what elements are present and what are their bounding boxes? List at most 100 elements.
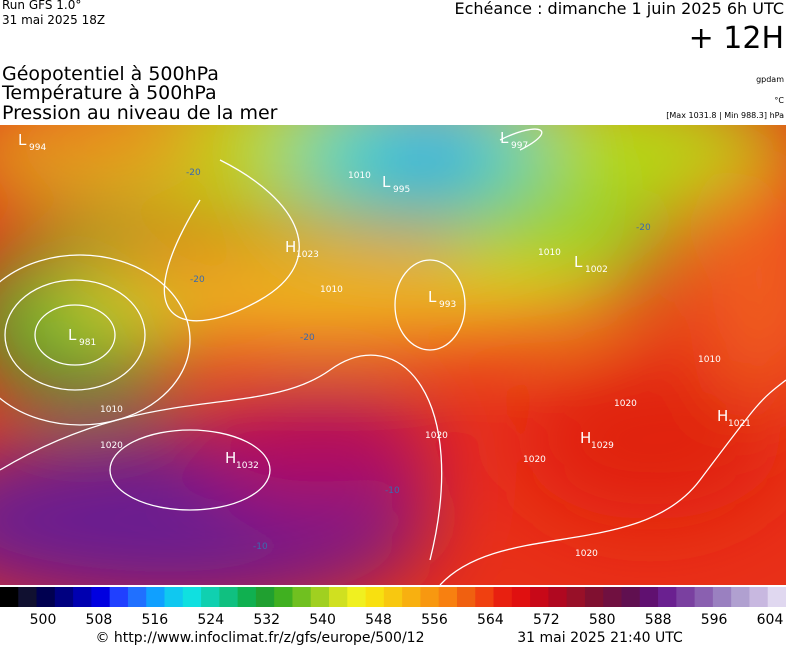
colorbar-tick: 548 — [365, 612, 392, 628]
colorbar-cell — [255, 587, 275, 607]
temp-label: -20 — [636, 223, 651, 233]
center-value: 997 — [511, 141, 528, 151]
isobar-label: 1020 — [523, 455, 546, 465]
title: Géopotentiel à 500hPa — [2, 63, 219, 85]
colorbar-cell — [694, 587, 714, 607]
colorbar-cell — [18, 587, 38, 607]
center-value: 1021 — [728, 419, 751, 429]
colorbar-cell — [237, 587, 257, 607]
center-value: 994 — [29, 143, 46, 153]
colorbar-tick: 500 — [30, 612, 57, 628]
colorbar-cell — [201, 587, 220, 607]
title: Pression au niveau de la mer — [2, 102, 278, 124]
temp-label: -20 — [190, 275, 205, 285]
colorbar-cell — [365, 587, 385, 607]
center-symbol: L — [500, 129, 509, 147]
unit: °C — [774, 96, 784, 105]
colorbar-cell — [584, 587, 604, 607]
colorbar-cell — [603, 587, 622, 607]
isobar-label: 1020 — [575, 549, 598, 559]
colorbar-tick: 556 — [421, 612, 448, 628]
colorbar-cell — [310, 587, 330, 607]
unit: gpdam — [756, 75, 784, 84]
center-value: 1032 — [236, 461, 259, 471]
colorbar-cell — [54, 587, 74, 607]
center-value: 1002 — [585, 265, 608, 275]
colorbar-cell — [420, 587, 440, 607]
colorbar-cell — [0, 587, 19, 607]
center-symbol: H — [717, 407, 728, 425]
center-symbol: L — [68, 326, 77, 344]
colorbar-cell — [164, 587, 184, 607]
colorbar-cell — [402, 587, 421, 607]
colorbar-cell — [109, 587, 129, 607]
colorbar-cell — [329, 587, 348, 607]
colorbar-cell — [621, 587, 641, 607]
run-date: 31 mai 2025 18Z — [2, 13, 105, 27]
colorbar-cell — [548, 587, 568, 607]
colorbar-cell — [438, 587, 458, 607]
map — [0, 125, 786, 585]
colorbar-tick: 516 — [141, 612, 168, 628]
center-symbol: L — [574, 253, 583, 271]
colorbar-cell — [36, 587, 56, 607]
colorbar-cell — [712, 587, 732, 607]
title: Température à 500hPa — [1, 82, 217, 104]
center-symbol: H — [285, 238, 296, 256]
isobar-label: 1010 — [348, 171, 371, 181]
colorbar-tick: 508 — [86, 612, 113, 628]
colorbar-cell — [767, 587, 786, 607]
center-symbol: L — [428, 288, 437, 306]
colorbar-tick: 604 — [757, 612, 784, 628]
center-symbol: L — [18, 131, 27, 149]
colorbar-cell — [676, 587, 696, 607]
colorbar-tick: 580 — [589, 612, 616, 628]
colorbar-cell — [749, 587, 769, 607]
colorbar-cell — [127, 587, 147, 607]
colorbar-cell — [146, 587, 166, 607]
colorbar-cell — [219, 587, 239, 607]
colorbar-cell — [639, 587, 659, 607]
colorbar-tick: 540 — [309, 612, 336, 628]
footer-time: 31 mai 2025 21:40 UTC — [517, 630, 683, 646]
pressure-range: [Max 1031.8 | Min 988.3] hPa — [666, 111, 784, 120]
center-symbol: H — [225, 449, 236, 467]
colorbar-cell — [511, 587, 531, 607]
lead: + 12H — [689, 21, 784, 56]
colorbar-cell — [274, 587, 293, 607]
colorbar-tick: 564 — [477, 612, 504, 628]
colorbar-cell — [493, 587, 513, 607]
isobar-label: 1020 — [100, 441, 123, 451]
colorbar-cell — [731, 587, 750, 607]
temp-label: -20 — [186, 168, 201, 178]
colorbar-cell — [566, 587, 586, 607]
colorbar-cell — [530, 587, 549, 607]
colorbar-cell — [73, 587, 92, 607]
run: Run GFS 1.0° — [2, 0, 81, 12]
colorbar-cell — [475, 587, 495, 607]
colorbar-cell — [292, 587, 312, 607]
echeance: Echéance : dimanche 1 juin 2025 6h UTC — [455, 0, 785, 18]
temp-label: -10 — [385, 486, 400, 496]
isobar-label: 1020 — [425, 431, 448, 441]
center-symbol: L — [382, 173, 391, 191]
center-value: 1023 — [296, 250, 319, 260]
center-value: 993 — [439, 300, 456, 310]
temp-label: -10 — [253, 542, 268, 552]
colorbar-cell — [182, 587, 202, 607]
colorbar-cell — [91, 587, 111, 607]
isobar-label: 1010 — [320, 285, 343, 295]
colorbar-cell — [658, 587, 677, 607]
colorbar-tick: 596 — [701, 612, 728, 628]
colorbar-tick: 532 — [253, 612, 280, 628]
isobar-label: 1010 — [538, 248, 561, 258]
temp-label: -20 — [300, 333, 315, 343]
footer-url: © http://www.infoclimat.fr/z/gfs/europe/… — [95, 630, 424, 646]
center-value: 1029 — [591, 441, 614, 451]
isobar-label: 1010 — [698, 355, 721, 365]
colorbar-tick: 588 — [645, 612, 672, 628]
center-symbol: H — [580, 429, 591, 447]
isobar-label: 1020 — [614, 399, 637, 409]
isobar-label: 1010 — [100, 405, 123, 415]
